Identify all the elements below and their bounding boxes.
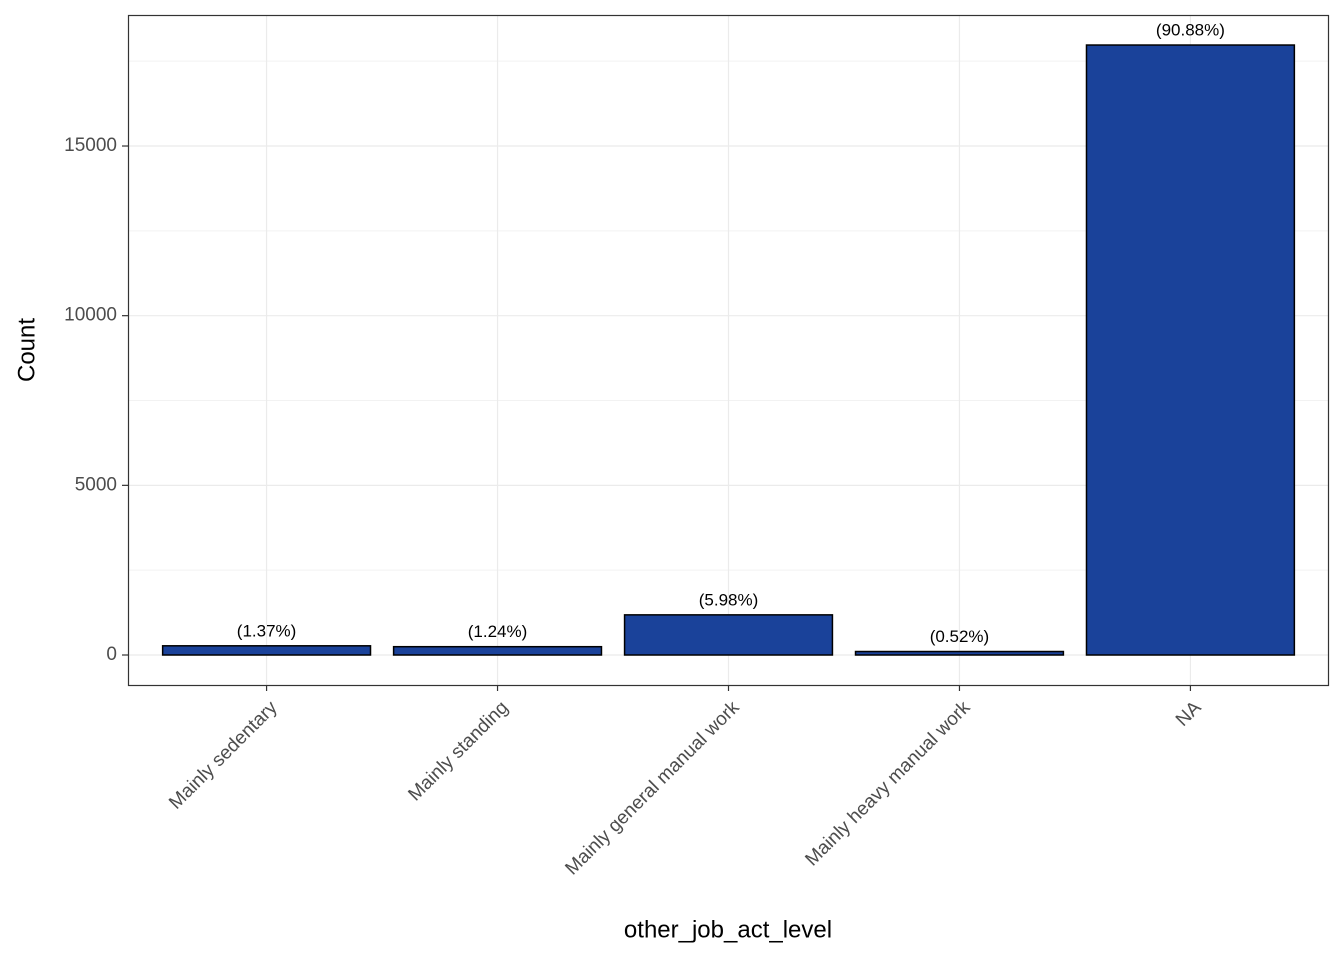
grid — [128, 15, 1329, 685]
bar — [854, 650, 1065, 656]
x-axis-title: other_job_act_level — [624, 916, 832, 943]
y-tick-label: 5000 — [75, 474, 117, 495]
y-tick-label: 10000 — [64, 305, 117, 326]
bar — [161, 645, 372, 656]
y-axis-title: Count — [13, 318, 40, 382]
y-tick-label: 0 — [106, 644, 117, 665]
bar — [1085, 44, 1296, 656]
bar-label: (0.52%) — [930, 627, 990, 646]
y-tick-label: 15000 — [64, 135, 117, 156]
bar-label: (5.98%) — [699, 590, 759, 609]
bar-label: (1.37%) — [237, 621, 297, 640]
bar-label: (90.88%) — [1156, 21, 1225, 40]
bar — [392, 645, 603, 656]
bar — [623, 614, 834, 656]
marks: (1.37%) (1.24%) (5.98%) (0.52%) (90.88%) — [161, 21, 1296, 656]
bar-label: (1.24%) — [468, 622, 528, 641]
